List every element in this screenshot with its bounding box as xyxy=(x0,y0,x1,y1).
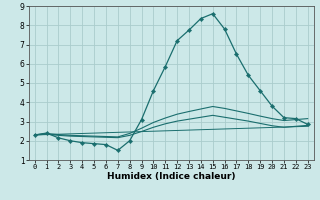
X-axis label: Humidex (Indice chaleur): Humidex (Indice chaleur) xyxy=(107,172,236,181)
